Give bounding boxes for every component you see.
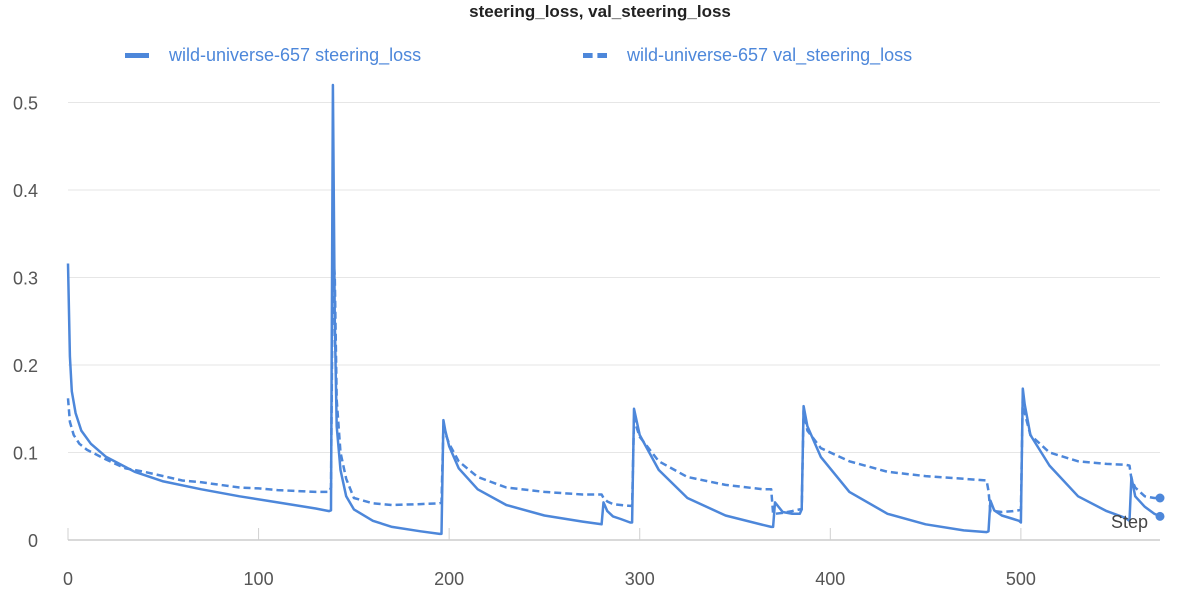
x-tick-label: 500 bbox=[1006, 569, 1036, 589]
x-tick-label: 200 bbox=[434, 569, 464, 589]
marker-layer bbox=[1155, 493, 1165, 521]
legend-swatch-solid bbox=[125, 53, 149, 58]
grid bbox=[68, 102, 1160, 453]
legend-label-val-steering-loss: wild-universe-657 val_steering_loss bbox=[627, 45, 913, 65]
legend-item-val-steering-loss[interactable]: wild-universe-657 val_steering_loss bbox=[583, 45, 912, 66]
x-tick-label: 400 bbox=[815, 569, 845, 589]
y-tick-label: 0 bbox=[28, 531, 38, 551]
x-axis-label: Step bbox=[1111, 512, 1148, 532]
series-line-steering-loss[interactable] bbox=[66, 83, 1161, 536]
legend-item-steering-loss[interactable]: wild-universe-657 steering_loss bbox=[125, 45, 421, 66]
y-tick-label: 0.1 bbox=[13, 444, 38, 464]
legend-swatch-dashed bbox=[583, 53, 607, 58]
chart-title: steering_loss, val_steering_loss bbox=[469, 2, 731, 21]
y-tick-label: 0.2 bbox=[13, 356, 38, 376]
series-end-marker bbox=[1155, 511, 1165, 521]
x-tick-label: 300 bbox=[625, 569, 655, 589]
y-tick-label: 0.5 bbox=[13, 94, 38, 114]
y-tick-label: 0.3 bbox=[13, 269, 38, 289]
series-end-marker bbox=[1155, 493, 1165, 503]
series-line-val-steering-loss[interactable] bbox=[66, 245, 1160, 516]
x-tick-label: 0 bbox=[63, 569, 73, 589]
y-tick-label: 0.4 bbox=[13, 181, 38, 201]
legend-label-steering-loss: wild-universe-657 steering_loss bbox=[169, 45, 422, 65]
x-tick-label: 100 bbox=[244, 569, 274, 589]
series-layer bbox=[66, 83, 1161, 536]
axes: 0 0.1 0.2 0.3 0.4 0.5 0 100 200 300 400 500 bbox=[13, 94, 1160, 589]
